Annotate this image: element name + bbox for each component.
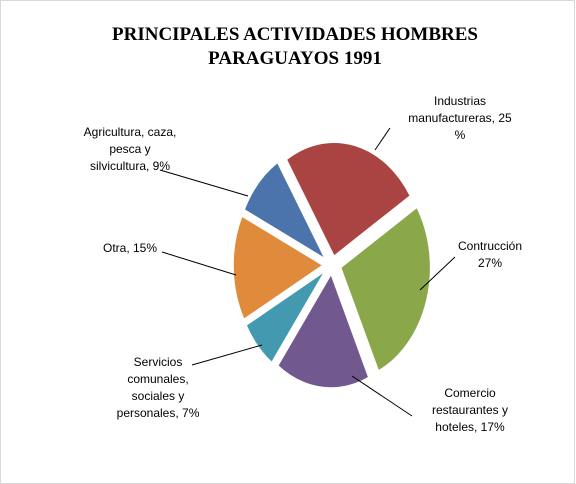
- leader-line: [191, 344, 263, 366]
- pie-slice: [285, 141, 412, 258]
- leader-line: [161, 251, 237, 276]
- slice-label: Industrias manufactureras, 25%: [408, 94, 512, 142]
- slice-label: Agricultura, caza, pesca y silvicultura, 9…: [84, 125, 177, 173]
- slice-label: Servicios comunales, sociales y personales,…: [117, 355, 200, 420]
- leader-line: [374, 127, 391, 151]
- leader-line: [159, 169, 249, 197]
- pie-slice: [243, 161, 328, 261]
- leader-line: [419, 256, 456, 291]
- slice-label: Otra, 15%: [103, 241, 157, 255]
- leader-line: [351, 375, 413, 417]
- chart-title: PRINCIPALES ACTIVIDADES HOMBRES PARAGUAYO…: [112, 24, 478, 69]
- pie-slice: [245, 270, 326, 364]
- pie-slice: [339, 205, 432, 373]
- slice-label: Comercio restaurantes y hoteles, 17%: [432, 386, 508, 434]
- slice-label: Contrucción 27%: [458, 239, 522, 270]
- pie-slice: [276, 272, 370, 389]
- pie-slice: [232, 214, 325, 321]
